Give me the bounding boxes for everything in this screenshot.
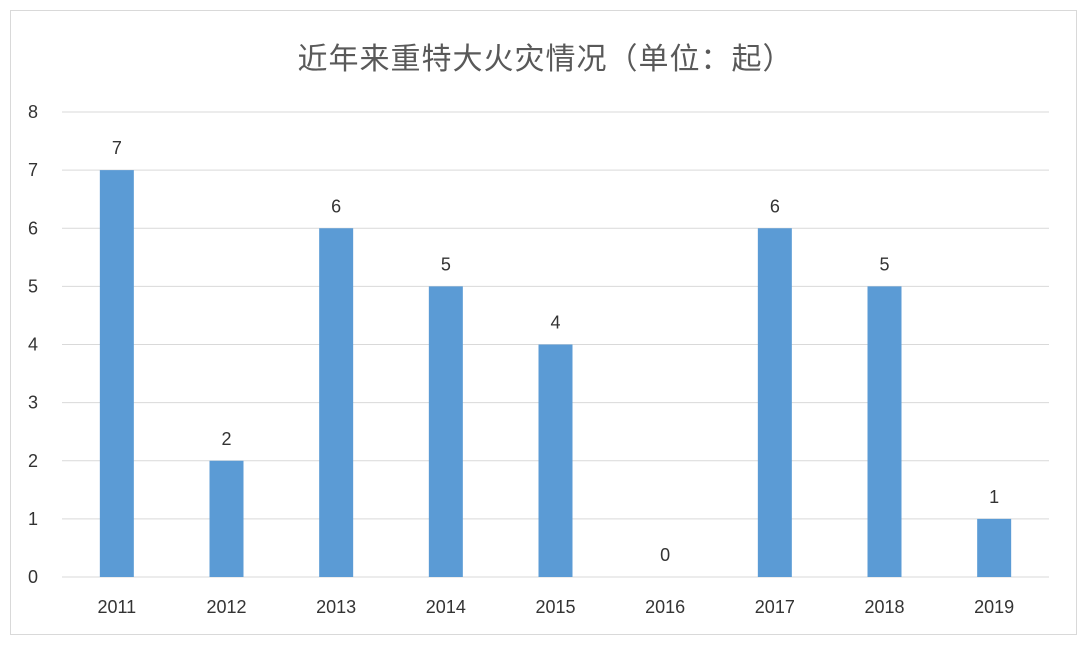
bar xyxy=(99,170,134,577)
bar xyxy=(757,228,792,577)
bar xyxy=(428,286,463,577)
x-tick-label: 2015 xyxy=(535,597,575,617)
y-tick-label: 2 xyxy=(28,451,38,471)
x-tick-label: 2012 xyxy=(206,597,246,617)
y-tick-label: 4 xyxy=(28,335,38,355)
y-tick-label: 6 xyxy=(28,218,38,238)
x-tick-label: 2018 xyxy=(864,597,904,617)
bar xyxy=(977,518,1012,577)
data-label: 2 xyxy=(221,429,231,449)
data-label: 6 xyxy=(770,196,780,216)
y-tick-label: 1 xyxy=(28,509,38,529)
bar xyxy=(209,460,244,577)
y-tick-label: 7 xyxy=(28,160,38,180)
data-label: 4 xyxy=(550,313,560,333)
bar xyxy=(319,228,354,577)
data-label: 6 xyxy=(331,196,341,216)
y-tick-label: 5 xyxy=(28,276,38,296)
x-tick-label: 2016 xyxy=(645,597,685,617)
x-tick-label: 2011 xyxy=(97,597,136,617)
bar xyxy=(867,286,902,577)
x-tick-label: 2014 xyxy=(426,597,466,617)
y-tick-label: 3 xyxy=(28,393,38,413)
x-tick-label: 2013 xyxy=(316,597,356,617)
data-label: 1 xyxy=(989,487,999,507)
data-label: 7 xyxy=(112,138,122,158)
x-tick-label: 2019 xyxy=(974,597,1014,617)
y-tick-label: 0 xyxy=(28,567,38,587)
data-label: 5 xyxy=(879,254,889,274)
x-tick-label: 2017 xyxy=(755,597,795,617)
bar xyxy=(538,344,573,577)
y-tick-label: 8 xyxy=(28,102,38,122)
data-label: 5 xyxy=(441,254,451,274)
chart-title: 近年来重特大火灾情况（单位：起） xyxy=(297,42,794,77)
data-label: 0 xyxy=(660,545,670,565)
